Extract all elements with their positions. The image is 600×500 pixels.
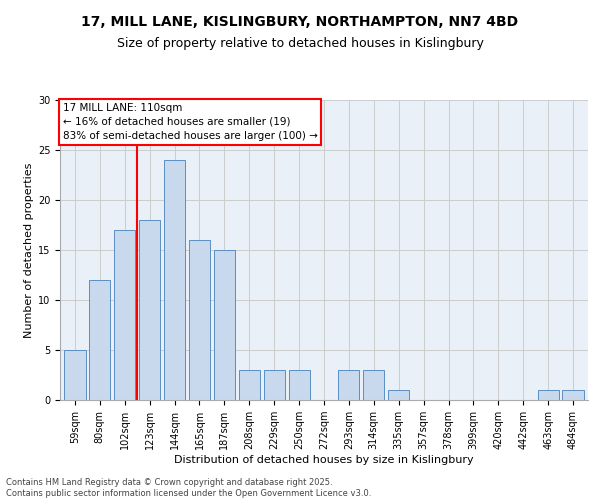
Bar xyxy=(64,350,86,400)
Bar xyxy=(189,240,210,400)
Bar xyxy=(114,230,136,400)
Bar xyxy=(562,390,584,400)
Text: Size of property relative to detached houses in Kislingbury: Size of property relative to detached ho… xyxy=(116,38,484,51)
Bar xyxy=(214,250,235,400)
Bar xyxy=(89,280,110,400)
Bar xyxy=(388,390,409,400)
Bar xyxy=(239,370,260,400)
Bar xyxy=(263,370,285,400)
Bar xyxy=(338,370,359,400)
Y-axis label: Number of detached properties: Number of detached properties xyxy=(23,162,34,338)
Text: 17, MILL LANE, KISLINGBURY, NORTHAMPTON, NN7 4BD: 17, MILL LANE, KISLINGBURY, NORTHAMPTON,… xyxy=(82,15,518,29)
Text: Contains HM Land Registry data © Crown copyright and database right 2025.
Contai: Contains HM Land Registry data © Crown c… xyxy=(6,478,371,498)
Bar xyxy=(363,370,385,400)
Text: 17 MILL LANE: 110sqm
← 16% of detached houses are smaller (19)
83% of semi-detac: 17 MILL LANE: 110sqm ← 16% of detached h… xyxy=(62,103,317,141)
Bar xyxy=(139,220,160,400)
Bar xyxy=(164,160,185,400)
Bar xyxy=(538,390,559,400)
X-axis label: Distribution of detached houses by size in Kislingbury: Distribution of detached houses by size … xyxy=(174,455,474,465)
Bar xyxy=(289,370,310,400)
